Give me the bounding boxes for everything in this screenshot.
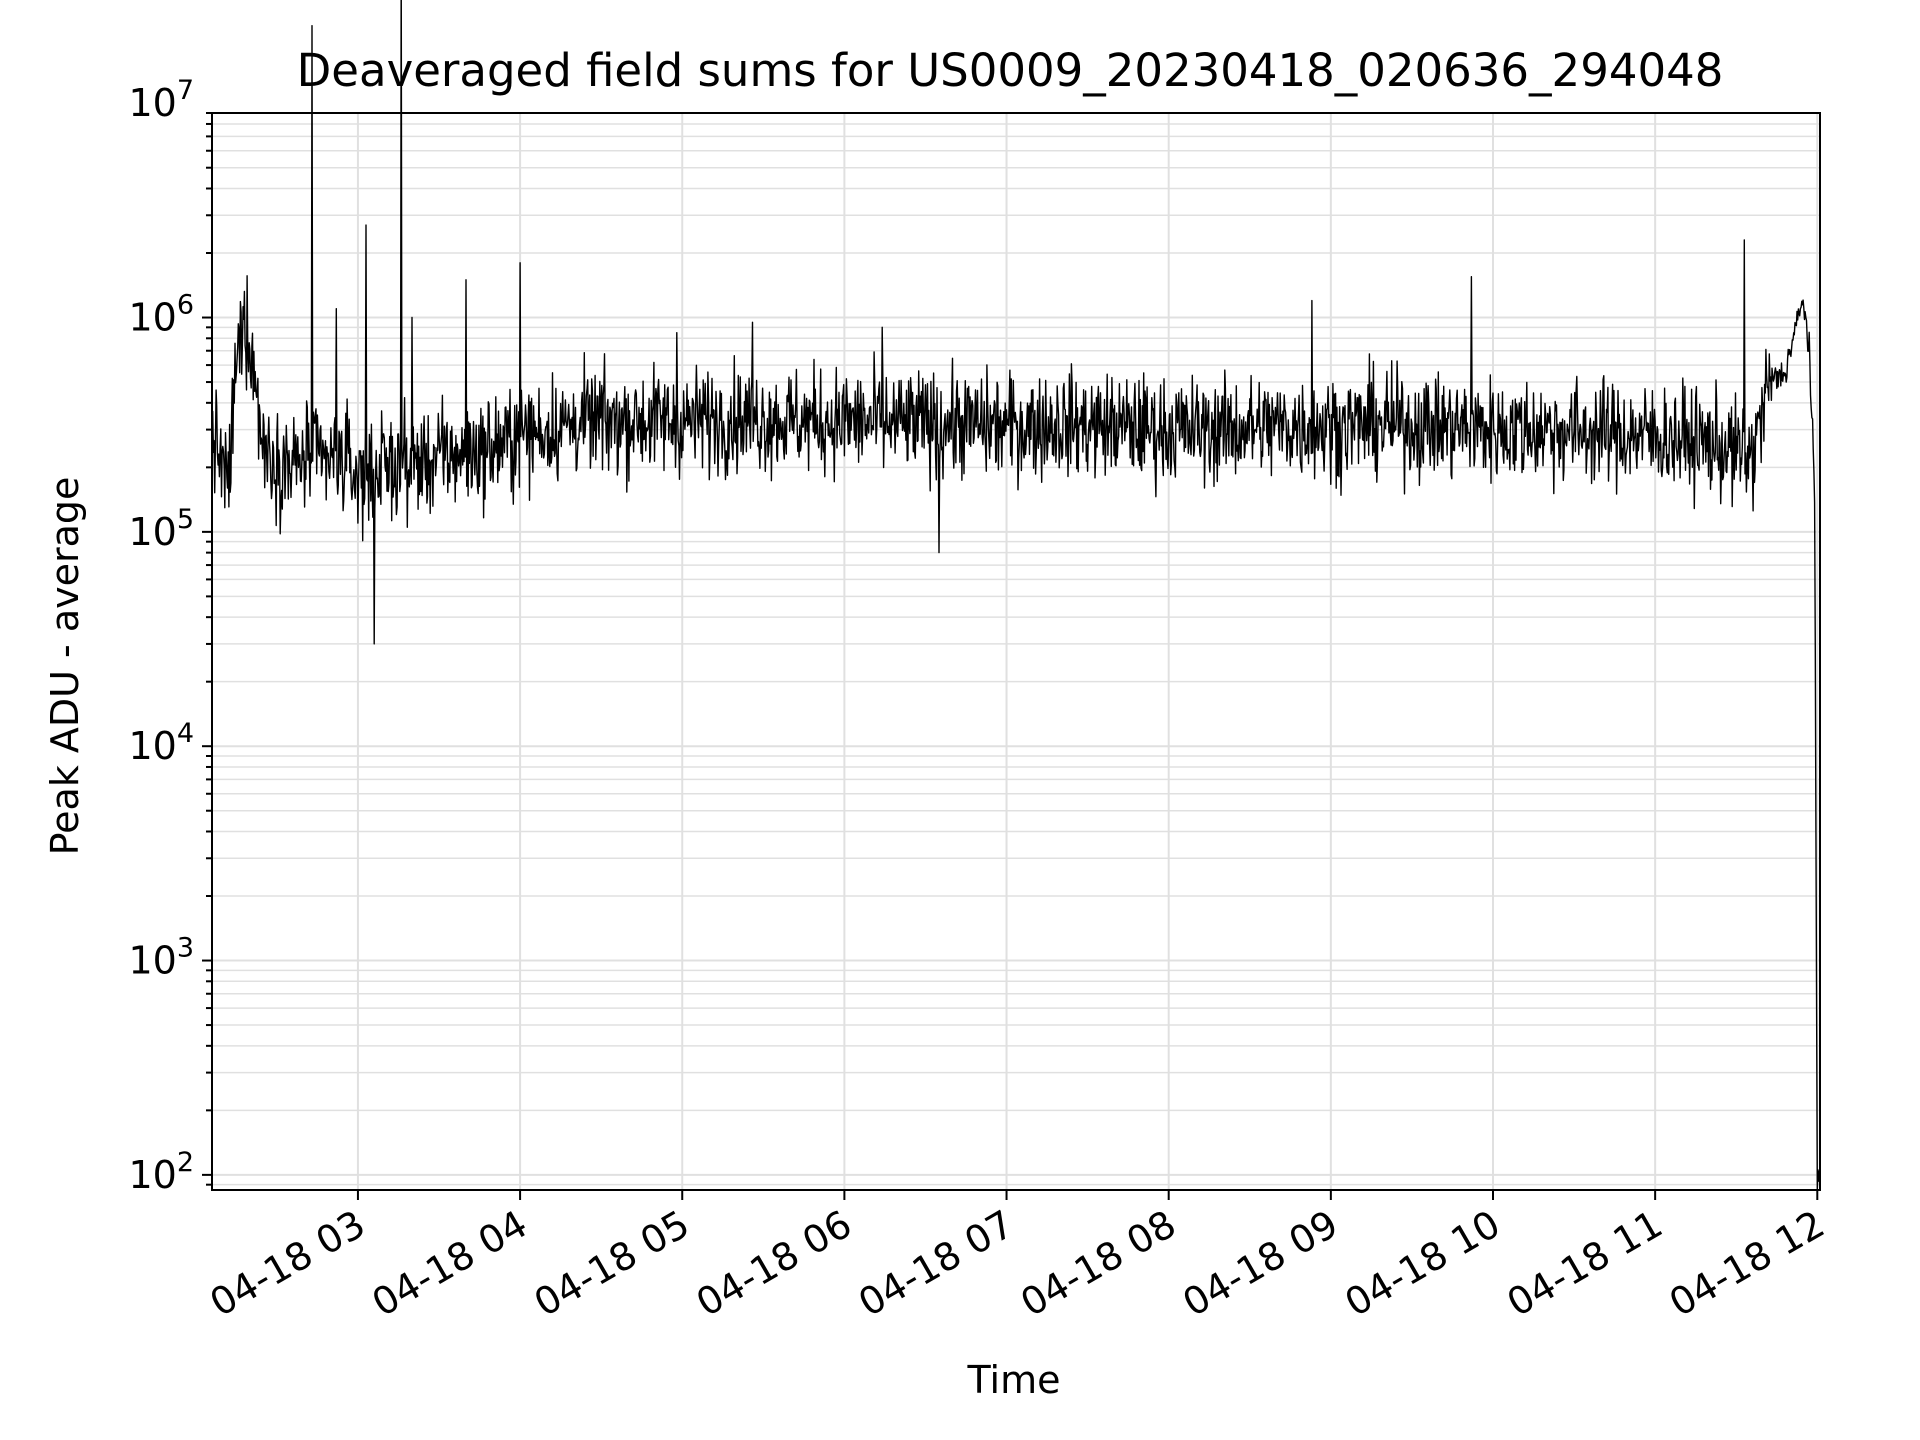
y-tick-base: 10 — [128, 81, 176, 125]
y-tick-exponent: 2 — [177, 1147, 194, 1178]
y-tick-exponent: 4 — [177, 718, 194, 749]
y-tick-base: 10 — [128, 724, 176, 768]
y-tick-label: 103 — [128, 933, 194, 983]
y-tick-label: 107 — [128, 75, 194, 125]
y-tick-label: 104 — [128, 718, 194, 768]
y-tick-exponent: 6 — [177, 290, 194, 321]
y-tick-base: 10 — [128, 939, 176, 983]
y-tick-base: 10 — [128, 510, 176, 554]
y-tick-exponent: 7 — [177, 75, 194, 106]
y-tick-label: 106 — [128, 290, 194, 340]
y-tick-label: 102 — [128, 1147, 194, 1197]
y-tick-exponent: 5 — [177, 504, 194, 535]
grid — [212, 112, 1820, 1190]
series-line — [211, 0, 1821, 1190]
x-axis-label: Time — [967, 1358, 1061, 1402]
y-tick-base: 10 — [128, 296, 176, 340]
plot-frame — [211, 112, 1821, 1191]
chart-title: Deaveraged field sums for US0009_2023041… — [297, 44, 1724, 97]
y-axis-label: Peak ADU - average — [43, 477, 87, 856]
series-line-group — [211, 0, 1821, 1190]
y-tick-exponent: 3 — [177, 933, 194, 964]
y-tick-label: 105 — [128, 504, 194, 554]
y-tick-base: 10 — [128, 1153, 176, 1197]
